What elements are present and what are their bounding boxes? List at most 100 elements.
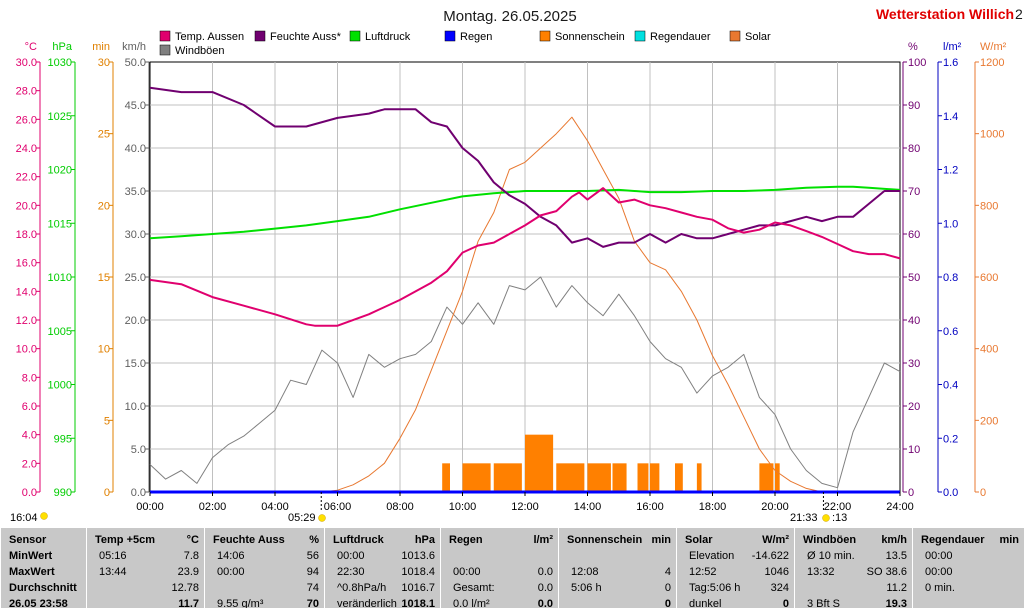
table-cell-value: 70 bbox=[306, 598, 319, 608]
chart-title: Montag. 26.05.2025 bbox=[443, 8, 576, 25]
table-cell-value: 4 bbox=[664, 566, 671, 578]
series-line bbox=[149, 276, 901, 489]
solar-axis-unit: W/m² bbox=[980, 41, 1007, 53]
table-col-solar: Solar W/m² Elevation -14.622 12:52 1046 Tag:5:… bbox=[676, 528, 795, 608]
temp-tick-label: 16.0 bbox=[16, 258, 37, 270]
humidity-tick-label: 60 bbox=[908, 229, 920, 241]
table-cell-value: 0.0 bbox=[537, 598, 553, 608]
legend-label: Regendauer bbox=[650, 31, 711, 43]
temp-tick-label: 8.0 bbox=[22, 372, 37, 384]
table-header: Luftdruck bbox=[333, 534, 384, 546]
sun-icon bbox=[318, 514, 326, 522]
pressure-tick-label: 1015 bbox=[48, 218, 72, 230]
x-tick-label: 00:00 bbox=[136, 501, 164, 513]
sunshine-tick-label: 30 bbox=[98, 57, 110, 69]
table-cell-value: 0.0 bbox=[537, 566, 553, 578]
sunshine-bar bbox=[775, 463, 780, 492]
legend-swatch bbox=[539, 30, 551, 42]
table-cell-left: ^0.8hPa/h bbox=[337, 582, 387, 594]
sunshine-tick-label: 5 bbox=[104, 415, 110, 427]
x-tick-label: 04:00 bbox=[261, 501, 289, 513]
rain-tick-label: 1.4 bbox=[943, 111, 958, 123]
legend-label: Temp. Aussen bbox=[175, 31, 244, 43]
table-cell-value: 56 bbox=[306, 550, 319, 562]
table-unit: °C bbox=[186, 534, 199, 546]
table-cell-left: veränderlich bbox=[337, 598, 397, 608]
table-cell-value: 1018.4 bbox=[401, 566, 435, 578]
wind-tick-label: 50.0 bbox=[125, 57, 146, 69]
rain-tick-label: 1.0 bbox=[943, 218, 958, 230]
sunshine-bar bbox=[650, 463, 660, 492]
sunshine-bar bbox=[525, 434, 554, 492]
sunshine-tick-label: 15 bbox=[98, 272, 110, 284]
pressure-tick-label: 1020 bbox=[48, 165, 72, 177]
legend-swatch bbox=[634, 30, 646, 42]
table-cell-value: 0.0 bbox=[537, 582, 553, 594]
table-col-wind: Windböen km/h Ø 10 min. 13.5 13:32 SO 38.6 11.… bbox=[794, 528, 913, 608]
solar-tick-label: 200 bbox=[980, 415, 998, 427]
temp-tick-label: 6.0 bbox=[22, 401, 37, 413]
sun-left-label: 16:04 bbox=[10, 512, 38, 524]
wind-tick-label: 0.0 bbox=[131, 487, 146, 499]
pressure-tick-label: 990 bbox=[54, 487, 72, 499]
table-cell-left: 9.55 g/m³ bbox=[217, 598, 264, 608]
sun-icon bbox=[40, 512, 48, 520]
temp-tick-label: 2.0 bbox=[22, 458, 37, 470]
humidity-axis-unit: % bbox=[908, 41, 918, 53]
x-axis: 00:00 02:00 04:00 06:00 08:00 10:00 12:00 14:00… bbox=[136, 492, 914, 513]
pressure-tick-label: 1010 bbox=[48, 272, 72, 284]
humidity-tick-label: 100 bbox=[908, 57, 926, 69]
wind-tick-label: 40.0 bbox=[125, 143, 146, 155]
table-header: Temp +5cm bbox=[95, 534, 156, 546]
table-cell-value: 23.9 bbox=[177, 566, 199, 578]
sunrise-label: 05:29 bbox=[288, 512, 316, 524]
table-cell-value: 1046 bbox=[764, 566, 789, 578]
table-cell-value: -14.622 bbox=[751, 550, 789, 562]
table-cell-left: Tag:5:06 h bbox=[689, 582, 741, 594]
table-header: Sonnenschein bbox=[567, 534, 643, 546]
series-line bbox=[149, 187, 901, 327]
legend-label: Regen bbox=[460, 31, 492, 43]
x-tick-label: 08:00 bbox=[386, 501, 414, 513]
wind-tick-label: 15.0 bbox=[125, 358, 146, 370]
legend-swatch bbox=[444, 30, 456, 42]
table-cell-left: Gesamt: bbox=[453, 582, 495, 594]
table-cell-value: 19.3 bbox=[885, 598, 907, 608]
table-cell-value: 94 bbox=[306, 566, 319, 578]
sunshine-bar bbox=[493, 463, 522, 492]
table-unit: W/m² bbox=[762, 534, 789, 546]
sun-icon bbox=[822, 514, 830, 522]
sun-markers: 16:04 05:29 21:33:13 bbox=[10, 492, 847, 524]
table-cell-left: 00:00 bbox=[337, 550, 365, 562]
rain-tick-label: 1.2 bbox=[943, 165, 958, 177]
series-line bbox=[149, 86, 900, 248]
temp-tick-label: 28.0 bbox=[16, 86, 37, 98]
table-header: Solar bbox=[685, 534, 713, 546]
rain-tick-label: 0.0 bbox=[943, 487, 958, 499]
table-cell-value: SO 38.6 bbox=[866, 566, 907, 578]
rain-tick-label: 0.8 bbox=[943, 272, 958, 284]
station-extra: 2 bbox=[1015, 6, 1023, 22]
table-cell-left: 14:06 bbox=[217, 550, 245, 562]
temp-tick-label: 20.0 bbox=[16, 200, 37, 212]
humidity-tick-label: 10 bbox=[908, 444, 920, 456]
rain-tick-label: 0.2 bbox=[943, 433, 958, 445]
table-cell-value: 324 bbox=[770, 582, 789, 594]
table-cell-value: 0 bbox=[664, 582, 671, 594]
table-unit: min bbox=[651, 534, 671, 546]
wind-tick-label: 5.0 bbox=[131, 444, 146, 456]
pressure-tick-label: 1025 bbox=[48, 111, 72, 123]
solar-tick-label: 800 bbox=[980, 200, 998, 212]
table-cell-left: 12:08 bbox=[571, 566, 599, 578]
wind-tick-label: 20.0 bbox=[125, 315, 146, 327]
wind-tick-label: 45.0 bbox=[125, 100, 146, 112]
x-tick-label: 20:00 bbox=[761, 501, 789, 513]
sunset-extra-label: :13 bbox=[832, 512, 847, 524]
table-header: Regendauer bbox=[921, 534, 985, 546]
pressure-tick-label: 995 bbox=[54, 433, 72, 445]
table-cell-left: 22:30 bbox=[337, 566, 365, 578]
sunshine-bar bbox=[462, 463, 491, 492]
station-name: Wetterstation Willich bbox=[876, 6, 1014, 22]
sunshine-tick-label: 25 bbox=[98, 129, 110, 141]
solar-tick-label: 0 bbox=[980, 487, 986, 499]
